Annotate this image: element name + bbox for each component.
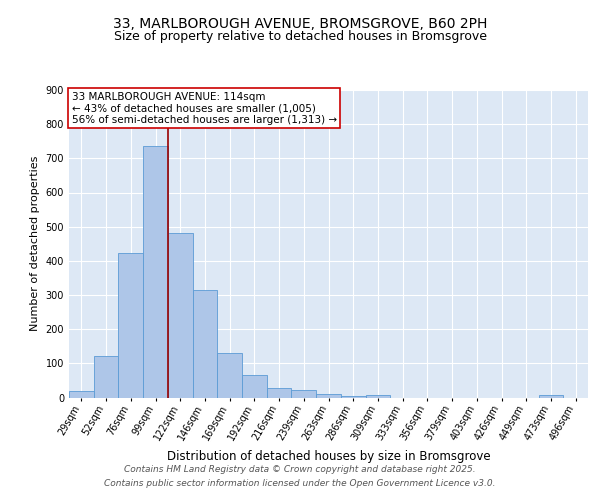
Bar: [168, 233, 193, 398]
Text: Contains public sector information licensed under the Open Government Licence v3: Contains public sector information licen…: [104, 478, 496, 488]
Bar: [539, 395, 563, 398]
Bar: [217, 353, 242, 398]
Bar: [193, 290, 217, 398]
Bar: [316, 394, 341, 398]
Text: Size of property relative to detached houses in Bromsgrove: Size of property relative to detached ho…: [113, 30, 487, 43]
Bar: [341, 396, 365, 398]
Bar: [69, 390, 94, 398]
Bar: [242, 376, 267, 398]
Bar: [143, 146, 168, 398]
Text: 33 MARLBOROUGH AVENUE: 114sqm
← 43% of detached houses are smaller (1,005)
56% o: 33 MARLBOROUGH AVENUE: 114sqm ← 43% of d…: [71, 92, 337, 124]
Y-axis label: Number of detached properties: Number of detached properties: [30, 156, 40, 332]
Bar: [365, 395, 390, 398]
Text: Contains HM Land Registry data © Crown copyright and database right 2025.: Contains HM Land Registry data © Crown c…: [124, 465, 476, 474]
Bar: [267, 388, 292, 398]
Bar: [94, 356, 118, 398]
Bar: [118, 254, 143, 398]
Text: 33, MARLBOROUGH AVENUE, BROMSGROVE, B60 2PH: 33, MARLBOROUGH AVENUE, BROMSGROVE, B60 …: [113, 18, 487, 32]
Bar: [292, 390, 316, 398]
X-axis label: Distribution of detached houses by size in Bromsgrove: Distribution of detached houses by size …: [167, 450, 490, 464]
